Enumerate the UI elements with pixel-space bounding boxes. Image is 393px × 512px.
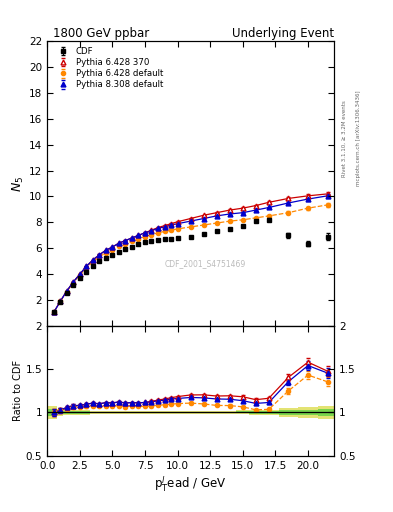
Text: CDF_2001_S4751469: CDF_2001_S4751469 [164,259,246,268]
Text: Rivet 3.1.10, ≥ 3.2M events: Rivet 3.1.10, ≥ 3.2M events [342,100,347,177]
X-axis label: p$^l_{\rm T}$ead / GeV: p$^l_{\rm T}$ead / GeV [154,475,227,494]
Text: 1800 GeV ppbar: 1800 GeV ppbar [53,27,149,40]
Text: mcplots.cern.ch [arXiv:1306.3436]: mcplots.cern.ch [arXiv:1306.3436] [356,91,361,186]
Y-axis label: $N_5$: $N_5$ [11,176,26,191]
Y-axis label: Ratio to CDF: Ratio to CDF [13,360,23,421]
Text: Underlying Event: Underlying Event [232,27,334,40]
Legend: CDF, Pythia 6.428 370, Pythia 6.428 default, Pythia 8.308 default: CDF, Pythia 6.428 370, Pythia 6.428 defa… [51,45,165,91]
